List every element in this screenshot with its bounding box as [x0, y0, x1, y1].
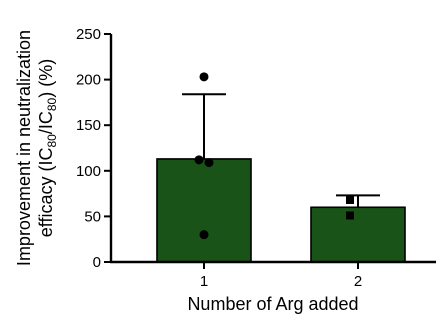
data-point-1-2 [194, 155, 204, 165]
y-tick-label-250: 250 [76, 26, 101, 43]
y-axis-title-suffix: ) (%) [36, 59, 56, 98]
y-axis-title: Improvement in neutralization efficacy (… [14, 30, 59, 266]
data-points-group [194, 72, 354, 240]
y-ticks-group: 0 50 100 150 200 250 [76, 26, 111, 271]
y-axis-title-line1: Improvement in neutralization [14, 30, 34, 266]
x-tick-label-2: 2 [354, 273, 362, 290]
y-tick-label-200: 200 [76, 72, 101, 89]
y-axis-title-line2: efficacy (IC80/IC80) (%) [36, 59, 59, 237]
y-tick-label-150: 150 [76, 117, 101, 134]
y-tick-label-50: 50 [84, 208, 101, 225]
y-tick-label-0: 0 [93, 254, 101, 271]
bar-2 [310, 206, 406, 263]
data-point-2-1 [346, 195, 354, 204]
x-axis-title: Number of Arg added [187, 294, 358, 314]
x-tick-label-1: 1 [200, 273, 208, 290]
bar-1 [156, 158, 252, 263]
y-axis-title-sub1: 80 [45, 134, 59, 148]
data-point-1-3 [204, 158, 214, 168]
data-point-2-2 [346, 211, 354, 220]
error-bars-group [182, 93, 380, 208]
data-point-1-4 [199, 230, 209, 240]
y-tick-label-100: 100 [76, 163, 101, 180]
y-axis-title-mid: /IC [36, 111, 56, 134]
y-axis-title-prefix: efficacy (IC [36, 148, 56, 238]
y-axis-title-sub2: 80 [45, 97, 59, 111]
data-point-1-1 [199, 72, 209, 82]
bars-group [156, 158, 406, 263]
